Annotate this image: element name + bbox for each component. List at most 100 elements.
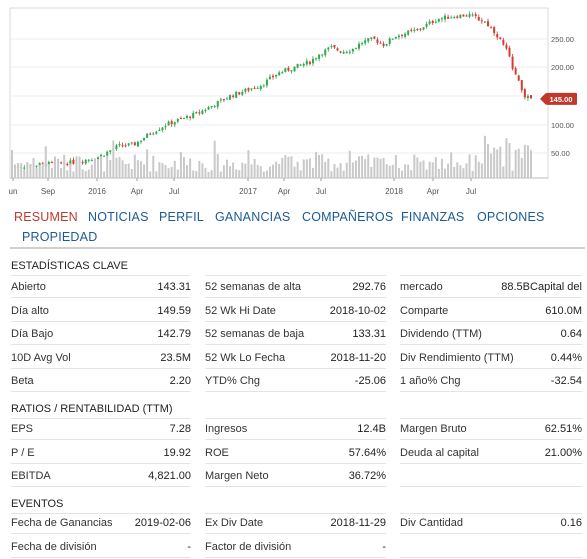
volume-bar [520,157,523,178]
candle-body [440,18,443,20]
candle-body [330,46,333,48]
candle-body [382,43,385,46]
event-label: Factor de división [205,540,292,553]
ratio-value: 21.00% [544,446,582,459]
candle-body [66,163,69,166]
volume-bar [259,166,262,178]
row-separator [11,486,190,487]
key-stat-label: 52 Wk Lo Fecha [205,351,286,364]
candle-body [41,162,44,164]
candle-body [241,92,244,95]
event-label: Div Cantidad [400,517,463,529]
candle-body [379,42,382,44]
candle-body [149,133,152,135]
candle-body [520,80,523,91]
key-stat-value: 133.31 [352,328,386,340]
candle-body [133,142,136,146]
volume-bar [391,164,394,178]
row-separator [400,513,582,514]
candle-body [229,95,232,100]
key-stat-label: Div Rendimiento (TTM) [400,351,514,364]
key-stat-value: 0.44% [550,351,582,364]
volume-bar [121,160,124,178]
candle-body [293,66,296,72]
row-separator [11,344,190,345]
volume-bar [78,156,81,178]
candle-body [318,54,321,59]
row-separator [205,486,386,487]
volume-bar [20,163,23,178]
volume-bar [213,140,216,178]
candle-body [530,95,532,99]
key-stat-value: 143.31 [157,281,191,293]
volume-bar [170,167,173,178]
candle-body [431,20,434,24]
volume-bar [14,164,17,178]
volume-bar [69,163,72,178]
tab-propiedad[interactable]: PROPIEDAD [22,230,98,244]
candle-body [50,162,53,164]
volume-bar [100,156,103,178]
row-separator [205,391,386,392]
event-label: Fecha de división [11,540,97,553]
volume-bar [179,151,182,178]
event-value: - [382,540,386,553]
volume-bar [370,166,373,178]
candle-body [235,91,238,98]
event-title: EVENTOS [11,498,64,510]
volume-bar [81,169,84,178]
tab-opciones[interactable]: OPCIONES [477,210,545,224]
volume-bar [290,156,293,178]
volume-bar [130,168,133,178]
ratio-label: ROE [205,446,229,459]
candle-body [35,165,38,167]
tab-ganancias[interactable]: GANANCIAS [215,210,291,224]
candle-body [158,129,161,132]
candle-body [259,86,262,90]
candle-body [367,38,370,42]
y-tick-label: 100.00 [551,121,574,130]
candle-body [195,111,198,114]
volume-bar [164,165,167,178]
candle-body [422,27,425,30]
tab-finanzas[interactable]: FINANZAS [401,210,465,224]
tab-perfil[interactable]: PERFIL [159,210,204,224]
ratio-value: 7.28 [169,423,191,435]
volume-bar [342,170,345,178]
volume-bar [182,157,185,178]
volume-bar [413,154,416,178]
row-separator [205,344,386,345]
row-separator [205,513,386,514]
volume-bar [96,159,99,178]
tab-compañeros[interactable]: COMPAÑEROS [302,210,394,224]
volume-bar [11,150,13,178]
volume-bar [447,163,450,178]
volume-bar [275,161,278,178]
volume-bar [526,145,529,178]
volume-bar [176,169,179,178]
row-separator [400,533,582,534]
ratio-value: 62.51% [544,423,582,435]
candle-body [204,110,207,112]
tab-resumen[interactable]: RESUMEN [14,210,78,224]
tab-noticias[interactable]: NOTICIAS [88,210,149,224]
key-stat-value: 292.76 [352,281,386,293]
candle-body [118,144,121,146]
row-separator [400,320,582,322]
volume-bar [281,157,284,178]
row-separator [400,439,582,440]
candle-body [186,115,189,118]
x-tick-label: Jul [466,187,476,196]
candle-body [361,43,364,45]
row-separator [11,462,190,464]
volume-bar [376,157,379,178]
volume-bar [468,154,471,178]
volume-bar [471,170,474,178]
candle-body [508,47,511,57]
candle-body [268,76,271,80]
candle-body [480,20,483,22]
volume-bar [216,154,219,178]
candle-body [483,21,486,23]
volume-bar [477,161,480,178]
price-chart[interactable]: 250.00200.00150.00100.0050.00unSep2016Ap… [0,0,587,200]
